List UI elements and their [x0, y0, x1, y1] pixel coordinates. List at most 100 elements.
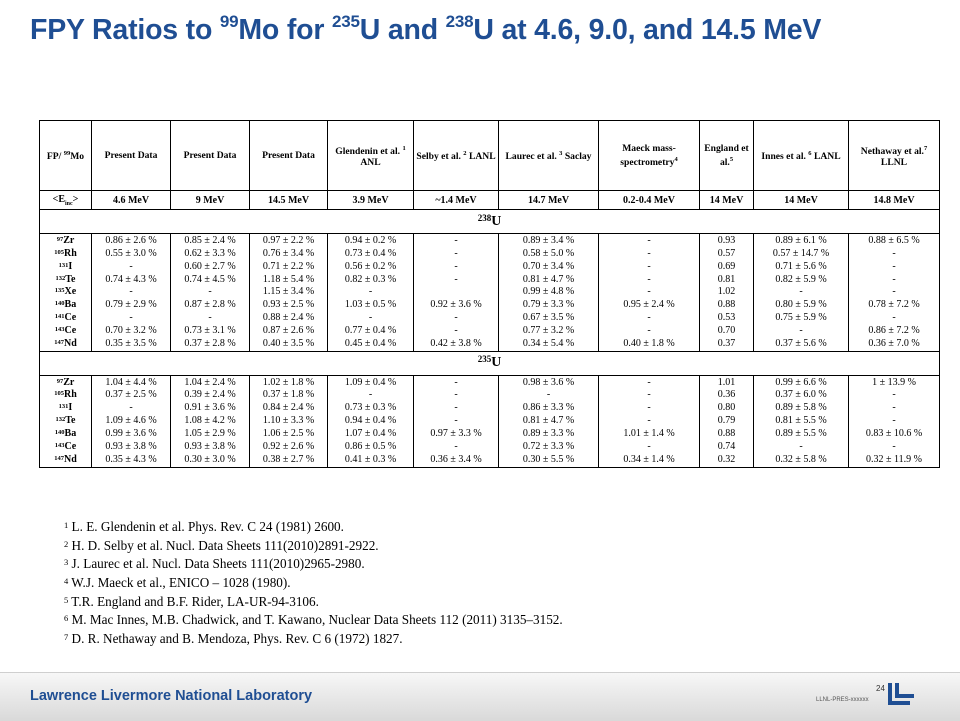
reference-text: L. E. Glendenin et al. Phys. Rev. C 24 (…	[68, 519, 344, 534]
data-value: -	[647, 235, 651, 246]
data-value: -	[208, 286, 212, 298]
data-value: 1.02	[717, 286, 736, 298]
section-isotope-mass: 238	[477, 212, 492, 223]
reference-item: 2 H. D. Selby et al. Nucl. Data Sheets 1…	[64, 537, 563, 556]
data-value: 0.37	[717, 337, 736, 349]
data-value: 0.88 ± 6.5 %	[868, 235, 920, 246]
data-value: 0.35 ± 4.3 %	[105, 453, 157, 465]
data-value: -	[454, 312, 458, 324]
data-value: -	[799, 286, 803, 298]
data-value: 0.42 ± 3.8 %	[430, 337, 482, 349]
energy-cell: 14 MeV	[753, 190, 849, 210]
data-value: 0.83 ± 10.6 %	[865, 427, 923, 439]
nuclide-mass: 105	[54, 248, 64, 256]
data-value: 0.34 ± 1.4 %	[623, 453, 675, 465]
data-value: 0.34 ± 5.4 %	[522, 337, 575, 349]
nuclide-mass: 105	[54, 390, 64, 398]
data-column: 0.94 ± 0.2 % 0.73 ± 0.4 % 0.56 ± 0.2 % 0.82…	[327, 233, 414, 352]
nuclide-label: 143Ce	[40, 441, 91, 454]
data-value: 0.58 ± 5.0 %	[522, 247, 575, 259]
section-header-cell: 235U	[39, 350, 940, 376]
nuclide-label: 97Zr	[40, 377, 91, 390]
data-value: -	[454, 440, 458, 452]
data-value: -	[546, 389, 551, 401]
reference-item: 7 D. R. Nethaway and B. Mendoza, Phys. R…	[64, 630, 563, 649]
column-header: Present Data	[170, 120, 250, 191]
data-value: 0.39 ± 2.4 %	[184, 389, 236, 401]
data-value: 0.88	[717, 299, 736, 311]
data-value: -	[647, 376, 651, 388]
data-value: 1.08 ± 4.2 %	[184, 415, 236, 427]
data-value: -	[368, 312, 373, 324]
energy-cell: 14.5 MeV	[249, 190, 328, 210]
data-value: 0.73 ± 0.3 %	[344, 402, 397, 414]
column-header: England et al.5	[699, 120, 754, 191]
nuclide-mass: 135	[54, 287, 65, 295]
data-value: 0.30 ± 5.5 %	[522, 453, 575, 465]
nuclide-mass: 140	[54, 300, 65, 308]
data-value: 0.79 ± 3.3 %	[522, 299, 575, 311]
data-column: 1.02 ± 1.8 % 0.37 ± 1.8 % 0.84 ± 2.4 % 1.10…	[249, 374, 328, 468]
data-value: 0.97 ± 2.2 %	[262, 235, 315, 246]
energy-cell: 9 MeV	[170, 190, 250, 210]
data-value: 1.18 ± 5.4 %	[262, 273, 315, 285]
data-value: 0.36 ± 7.0 %	[868, 337, 920, 349]
data-value: 0.75 ± 5.9 %	[775, 312, 827, 324]
column-header-ref: 4	[674, 155, 678, 163]
reference-item: 3 J. Laurec et al. Nucl. Data Sheets 111…	[64, 555, 563, 574]
data-value: -	[454, 389, 458, 401]
data-value: 0.74	[717, 440, 736, 452]
column-header-text: England et al.	[704, 142, 749, 169]
data-value: -	[892, 273, 896, 285]
data-value: 0.95 ± 2.4 %	[623, 299, 675, 311]
data-value: 1.01	[717, 376, 736, 388]
reference-list: 1 L. E. Glendenin et al. Phys. Rev. C 24…	[64, 518, 563, 649]
energy-cell: 3.9 MeV	[327, 190, 414, 210]
data-value: 0.82 ± 5.9 %	[775, 273, 827, 285]
nuclide-label: 140Ba	[40, 299, 91, 312]
data-value: 0.86 ± 2.6 %	[105, 235, 157, 246]
data-value: 0.87 ± 2.8 %	[184, 299, 236, 311]
data-value: 0.60 ± 2.7 %	[184, 260, 236, 272]
column-header-ref: 3	[559, 150, 563, 158]
data-value: -	[647, 312, 651, 324]
data-value: 0.45 ± 0.4 %	[344, 337, 397, 349]
data-value: 0.70	[717, 324, 736, 336]
data-column: 0.86 ± 2.6 % 0.55 ± 3.0 % -0.74 ± 4.3 % -0.…	[91, 233, 171, 352]
data-value: 0.40 ± 3.5 %	[262, 337, 315, 349]
data-value: -	[129, 402, 133, 414]
data-value: -	[647, 286, 651, 298]
column-header: Present Data	[249, 120, 328, 191]
data-value: 0.99 ± 4.8 %	[522, 286, 575, 298]
data-value: 0.97 ± 3.3 %	[430, 427, 482, 439]
nuclide-element: Rh	[63, 247, 77, 259]
nuclide-element: Ce	[64, 312, 77, 324]
data-value: 0.92 ± 3.6 %	[430, 299, 482, 311]
nuclide-column: 97Zr 105Rh 131I 132Te 135Xe 140Ba 141Ce 143Ce 14…	[39, 233, 92, 352]
presentation-code: LLNL-PRES-xxxxxx	[816, 697, 869, 703]
section-isotope-element: U	[491, 213, 502, 229]
nuclide-element: Nd	[63, 453, 77, 465]
nuclide-label: 141Ce	[40, 312, 91, 325]
nuclide-mass: 140	[54, 428, 65, 436]
column-header-text: Innes et al.	[761, 151, 809, 163]
nuclide-label: 147Nd	[40, 338, 91, 351]
column-header: Present Data	[91, 120, 171, 191]
nuclide-mass: 97	[56, 236, 64, 243]
data-value: 0.70 ± 3.2 %	[105, 324, 157, 336]
llnl-logo-icon	[888, 683, 914, 705]
data-value: -	[647, 247, 651, 259]
column-header-text: Maeck mass-spectrometry	[620, 142, 676, 169]
data-value: 0.30 ± 3.0 %	[184, 453, 236, 465]
data-value: 0.88	[717, 427, 736, 439]
data-value: 0.71 ± 2.2 %	[262, 260, 315, 272]
column-header-text: Present Data	[104, 150, 158, 161]
column-header-text: Selby et al.	[416, 151, 464, 163]
data-column: 0.97 ± 2.2 % 0.76 ± 3.4 % 0.71 ± 2.2 % 1.18…	[249, 233, 328, 352]
data-column: 0.85 ± 2.4 % 0.62 ± 3.3 % 0.60 ± 2.7 % 0.74…	[170, 233, 250, 352]
table-header-row: FP/ 99Mo Present Data Present Data Present …	[39, 120, 940, 191]
data-value: -	[892, 286, 896, 298]
data-value: -	[799, 440, 803, 452]
data-value: 1.07 ± 0.4 %	[344, 427, 397, 439]
column-header: Nethaway et al.7 LLNL	[848, 120, 940, 191]
